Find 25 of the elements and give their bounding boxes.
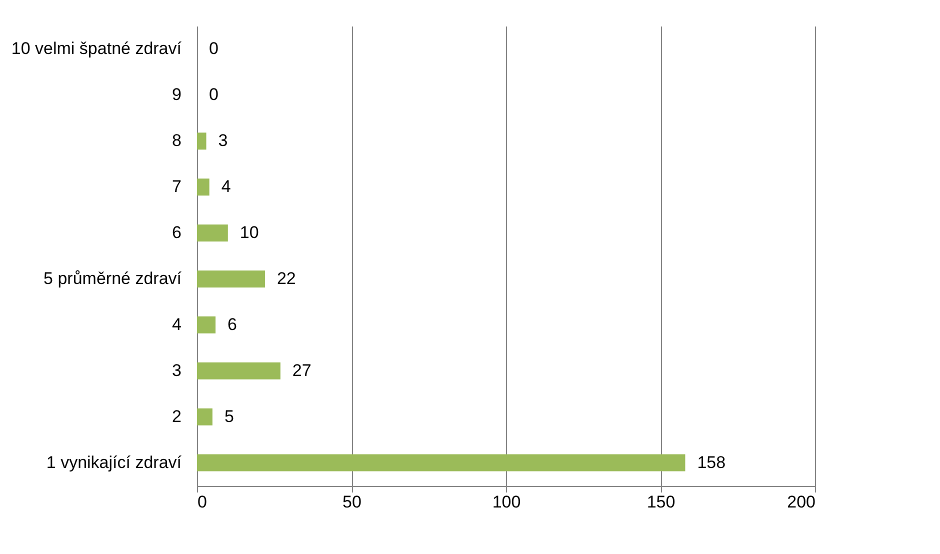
x-tick-label: 200 xyxy=(787,492,816,512)
data-label: 3 xyxy=(218,131,228,150)
data-label: 4 xyxy=(221,177,231,196)
y-tick-label: 9 xyxy=(172,85,182,104)
data-label: 0 xyxy=(209,85,218,104)
y-tick-label: 5 průměrné zdraví xyxy=(44,268,182,288)
y-tick-label: 8 xyxy=(172,131,182,150)
y-tick-label: 7 xyxy=(172,177,182,196)
x-tick-label: 0 xyxy=(198,492,207,512)
y-tick-label: 6 xyxy=(172,223,182,242)
data-label: 5 xyxy=(224,406,234,426)
data-label: 22 xyxy=(276,268,296,288)
y-tick-label: 10 velmi špatné zdraví xyxy=(11,39,182,58)
data-label: 158 xyxy=(697,452,726,472)
data-label: 6 xyxy=(228,314,238,334)
data-label: 10 xyxy=(240,223,259,242)
x-tick-label: 100 xyxy=(492,492,521,512)
y-tick-label: 1 vynikající zdraví xyxy=(46,452,182,472)
data-label: 0 xyxy=(209,39,218,58)
y-tick-label: 3 xyxy=(172,360,182,380)
y-tick-label: 2 xyxy=(172,406,182,426)
y-tick-label: 4 xyxy=(172,314,182,334)
x-tick-label: 50 xyxy=(342,492,362,512)
x-tick-label: 150 xyxy=(646,492,676,512)
data-label: 27 xyxy=(292,360,312,380)
